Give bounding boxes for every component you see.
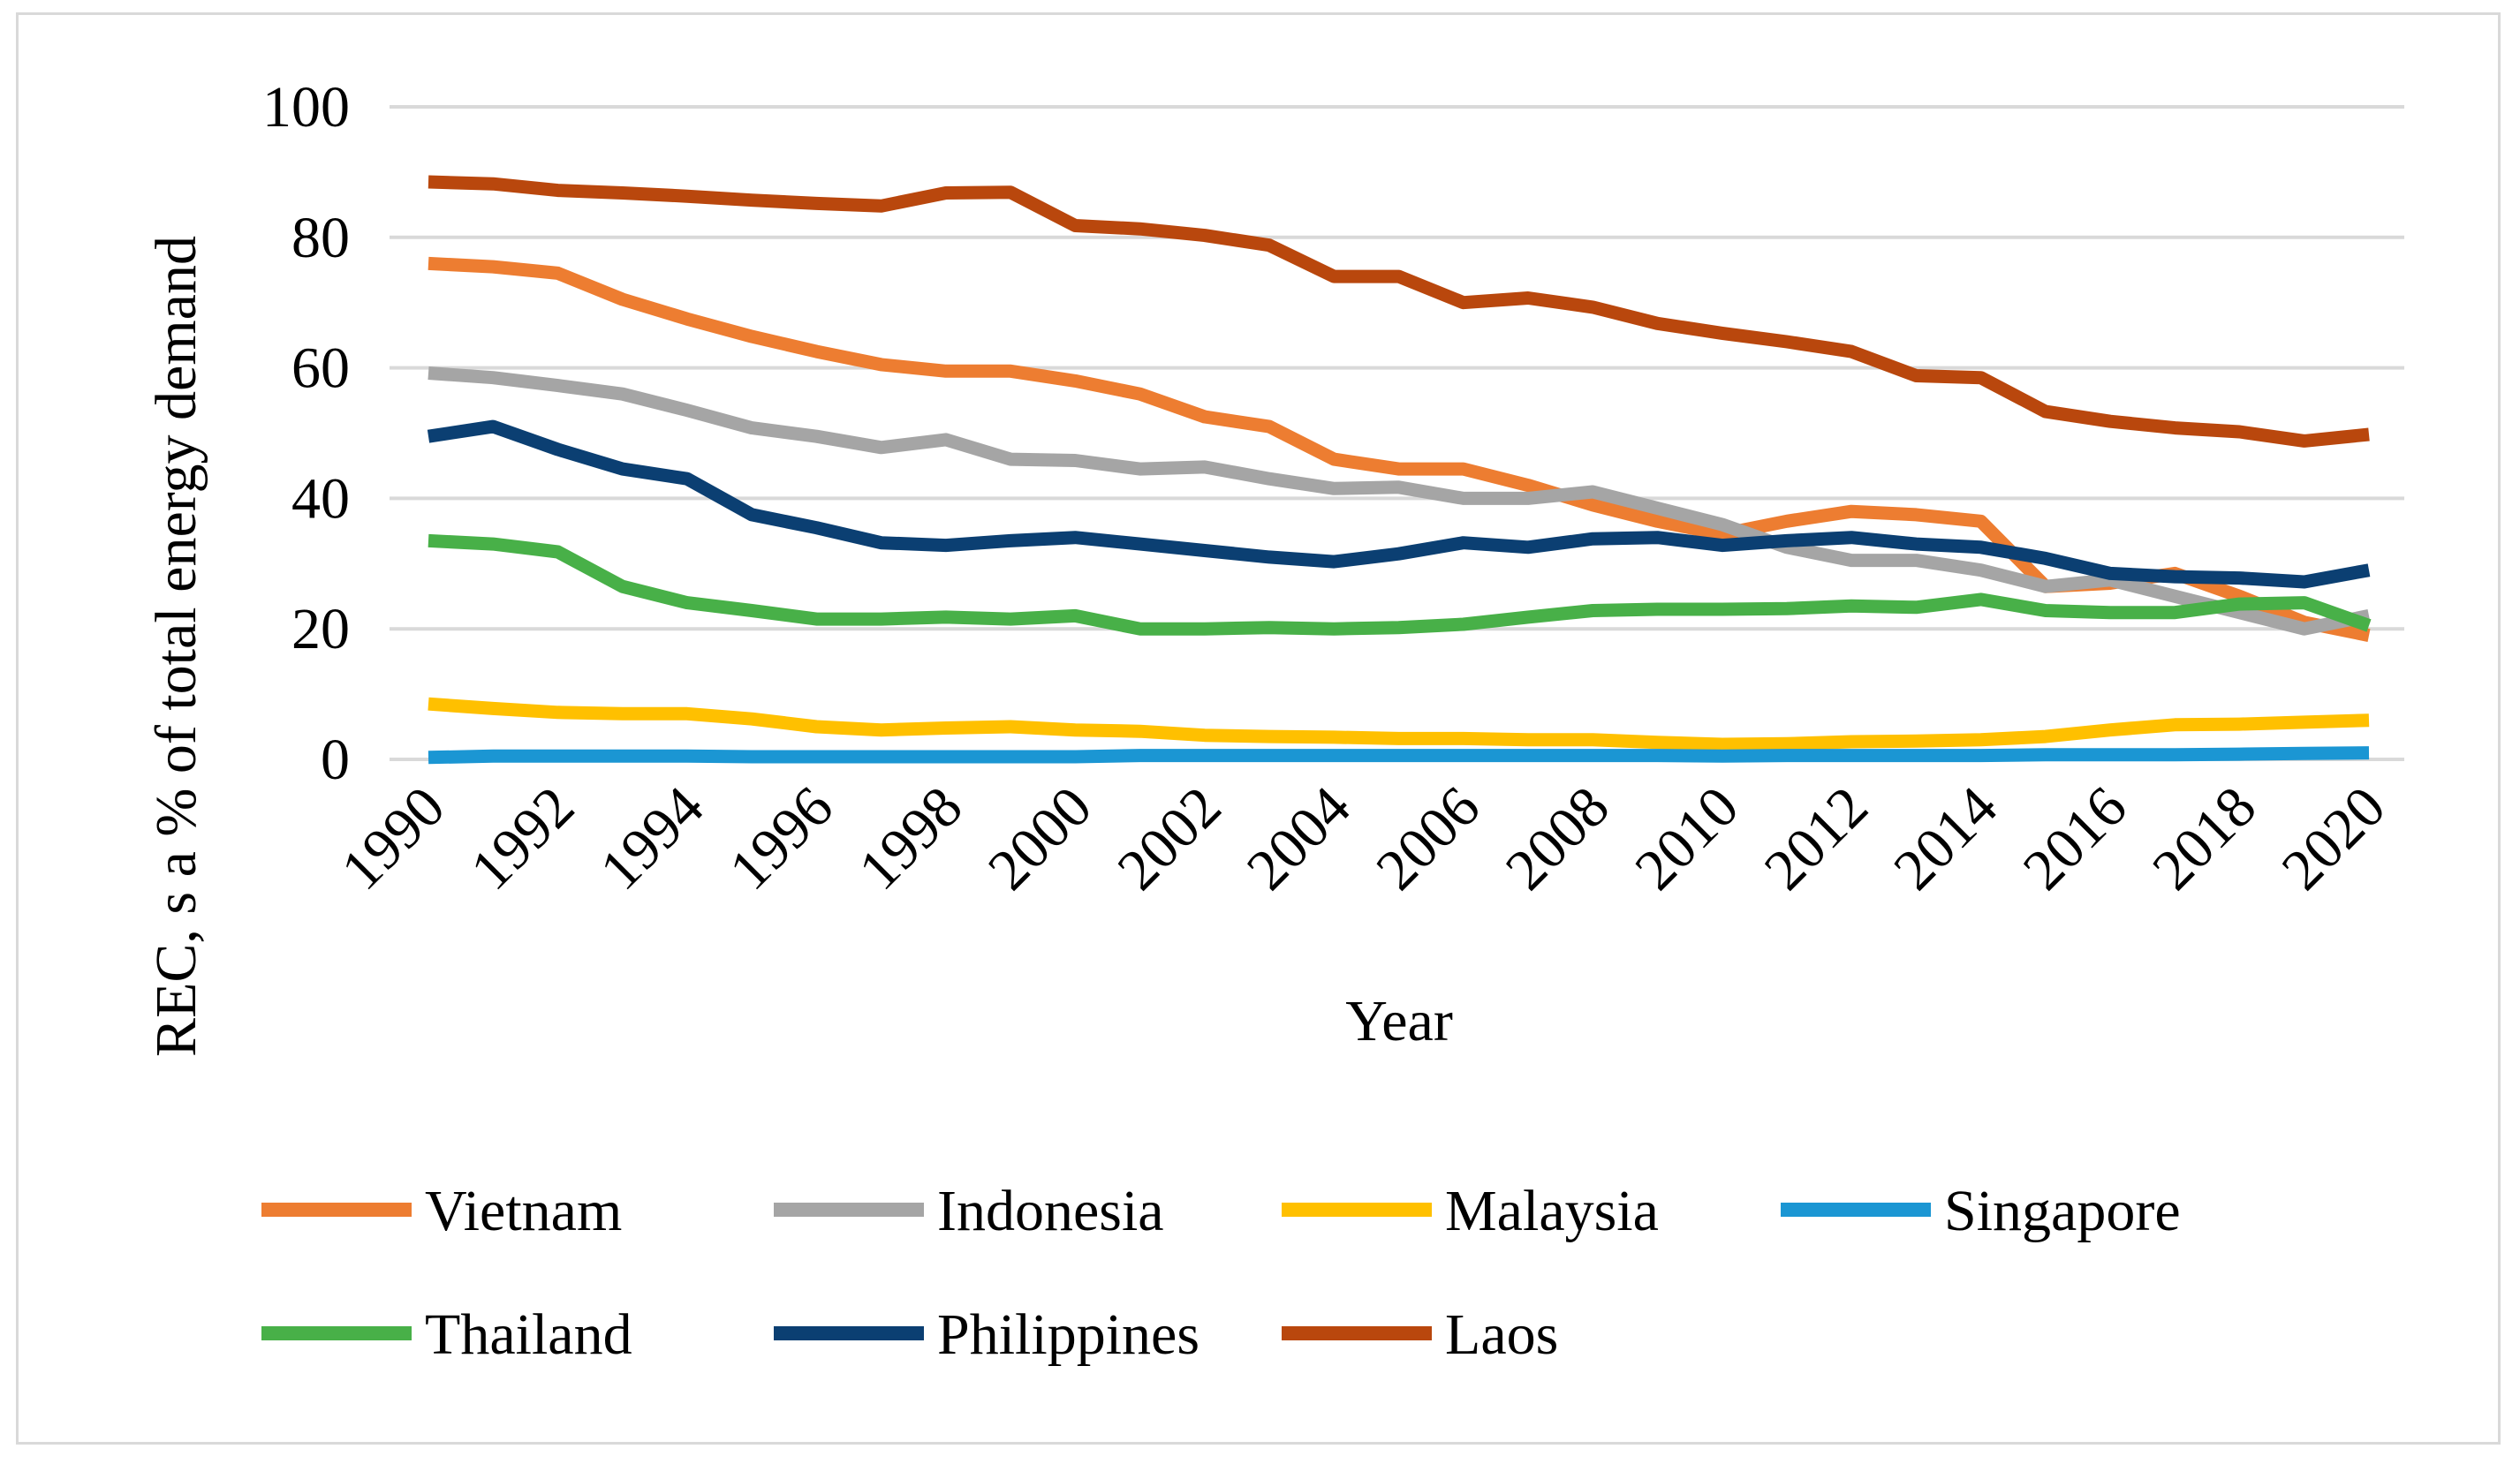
legend-label: Singapore [1944,1179,2181,1243]
x-tick-label: 2018 [2140,774,2268,902]
legend-label: Malaysia [1445,1179,1659,1243]
x-tick-label: 2006 [1364,774,1492,902]
legend-label: Vietnam [425,1179,622,1243]
gridlines [390,105,2404,761]
chart-frame: 0 20 40 60 80 100 1990 1992 1994 1996 1998 2000 200… [16,12,2501,1445]
y-tick-label: 60 [291,336,350,401]
x-tick-label: 2014 [1881,774,2009,902]
x-tick-label: 2008 [1494,774,1622,902]
x-tick-label: 1990 [329,774,458,902]
legend-item-philippines: Philippines [774,1302,1199,1367]
x-tick-labels: 1990 1992 1994 1996 1998 2000 2002 2004 2006 2008… [329,774,2398,902]
legend-item-malaysia: Malaysia [1282,1179,1659,1243]
x-tick-label: 1998 [847,774,975,902]
x-tick-label: 1992 [458,774,586,902]
legend-label: Philippines [937,1302,1199,1367]
series-line-malaysia [428,697,2370,751]
legend-label: Thailand [425,1302,632,1367]
legend-label: Indonesia [937,1179,1164,1243]
y-tick-label: 40 [291,466,350,531]
x-tick-label: 2010 [1623,774,1751,902]
y-tick-label: 0 [321,728,350,792]
series-line-singapore [428,746,2370,765]
legend-item-thailand: Thailand [261,1302,632,1367]
y-tick-labels: 0 20 40 60 80 100 [262,75,350,792]
series-line-laos [428,175,2370,448]
x-axis-title: Year [1345,989,1453,1053]
x-tick-label: 2012 [1752,774,1881,902]
x-tick-label: 1994 [588,774,716,902]
series-line-indonesia [428,366,2371,636]
y-tick-label: 80 [291,206,350,270]
legend-item-singapore: Singapore [1781,1179,2181,1243]
x-tick-label: 2004 [1235,774,1363,902]
x-tick-label: 2016 [2011,774,2139,902]
x-tick-label: 1996 [717,774,845,902]
series-line-philippines [427,419,2371,589]
legend: Vietnam Indonesia Malaysia Singapore Thailan… [261,1179,2181,1367]
legend-item-vietnam: Vietnam [261,1179,622,1243]
legend-item-indonesia: Indonesia [774,1179,1164,1243]
x-tick-label: 2002 [1105,774,1233,902]
legend-label: Laos [1445,1302,1558,1367]
x-tick-label: 2020 [2270,774,2398,902]
x-tick-label: 2000 [976,774,1104,902]
series-lines [427,175,2372,765]
series-line-thailand [428,533,2372,636]
y-tick-label: 100 [262,75,350,140]
legend-item-laos: Laos [1282,1302,1558,1367]
y-axis-title: REC, s a % of total energy demand [144,236,208,1057]
y-tick-label: 20 [291,597,350,661]
